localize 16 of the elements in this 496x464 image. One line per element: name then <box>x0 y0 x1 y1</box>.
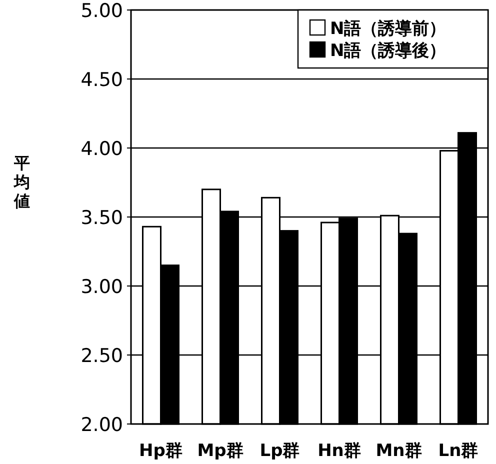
x-tick-label: Mp群 <box>197 441 244 461</box>
x-tick-label: Hn群 <box>318 441 361 461</box>
x-tick-label: Mn群 <box>376 441 422 461</box>
y-axis-title: 平均値 <box>13 154 30 211</box>
y-tick-label: 3.50 <box>80 207 123 229</box>
x-tick-label: Lp群 <box>260 441 300 461</box>
y-tick-label: 2.00 <box>80 414 123 436</box>
legend-label: N語（誘導後） <box>330 41 446 61</box>
y-tick-label: 5.00 <box>80 0 123 22</box>
y-tick-label: 4.50 <box>80 69 123 91</box>
y-tick-label: 2.50 <box>80 345 123 367</box>
x-tick-label: Ln群 <box>438 441 478 461</box>
y-tick-label: 4.00 <box>80 138 123 160</box>
legend-label: N語（誘導前） <box>330 19 446 39</box>
y-tick-label: 3.00 <box>80 276 123 298</box>
x-tick-label: Hp群 <box>139 441 182 461</box>
